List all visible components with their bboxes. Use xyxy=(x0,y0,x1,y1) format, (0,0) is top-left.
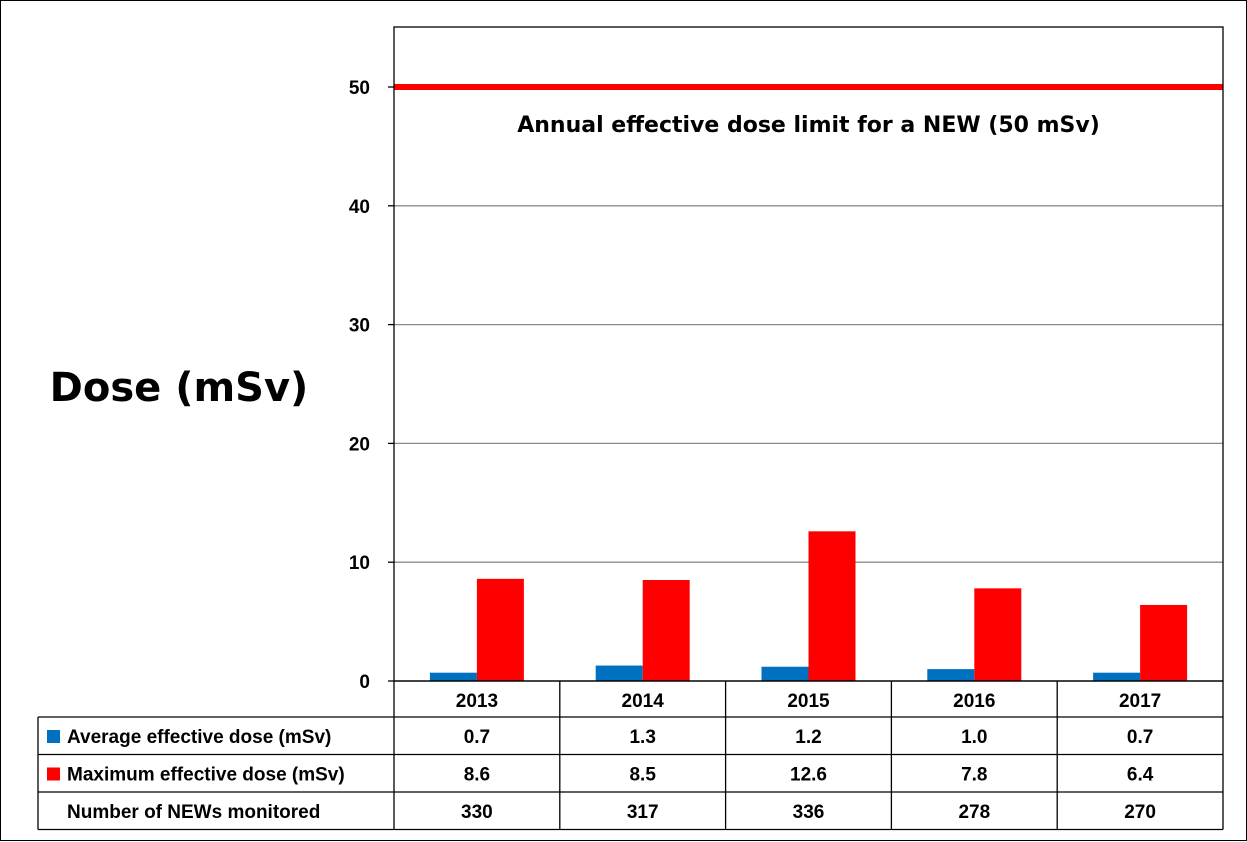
table-cell-value: 8.5 xyxy=(629,765,656,786)
table-cell-value: 278 xyxy=(958,802,990,823)
bar-maximum-dose xyxy=(974,588,1022,681)
bar-average-dose xyxy=(761,666,809,681)
table-cell-value: 12.6 xyxy=(790,765,827,786)
table-cell-value: 1.0 xyxy=(961,727,987,748)
reference-line-group: Annual effective dose limit for a NEW (5… xyxy=(394,84,1223,138)
y-tick-label: 50 xyxy=(349,78,370,99)
table-cell-value: 1.3 xyxy=(629,727,655,748)
table-row-label: Average effective dose (mSv) xyxy=(67,727,331,748)
bar-average-dose xyxy=(595,665,643,681)
bar-average-dose xyxy=(429,672,477,681)
table-cell-value: 317 xyxy=(627,802,659,823)
y-tick-label: 30 xyxy=(349,316,370,337)
table-cell-value: 6.4 xyxy=(1127,765,1154,786)
x-category-label: 2015 xyxy=(787,691,830,712)
legend-key-average-dose xyxy=(47,730,60,743)
table-row-label: Maximum effective dose (mSv) xyxy=(67,765,345,786)
bar-maximum-dose xyxy=(642,580,690,681)
table-cell-value: 270 xyxy=(1124,802,1156,823)
table-cell-value: 8.6 xyxy=(464,765,490,786)
x-category-label: 2014 xyxy=(622,691,665,712)
x-category-label: 2016 xyxy=(953,691,995,712)
table-cell-value: 7.8 xyxy=(961,765,987,786)
y-tick-label: 0 xyxy=(359,672,370,693)
bar-maximum-dose xyxy=(808,531,856,681)
table-cell-value: 330 xyxy=(461,802,493,823)
axes: 0 10 20 30 40 50 xyxy=(349,26,1224,693)
x-category-label: 2017 xyxy=(1119,691,1161,712)
dose-limit-label: Annual effective dose limit for a NEW (5… xyxy=(517,113,1100,138)
gridlines xyxy=(394,86,1223,563)
bar-average-dose xyxy=(1093,672,1141,681)
legend-key-maximum-dose xyxy=(47,767,60,781)
table-cell-value: 0.7 xyxy=(464,727,490,748)
table-cell-value: 336 xyxy=(793,802,825,823)
data-table: 2013 2014 2015 2016 2017 Average effective do… xyxy=(37,680,1224,831)
y-axis-label: Dose (mSv) xyxy=(50,365,309,411)
bar-maximum-dose xyxy=(1140,604,1188,681)
table-row-label: Number of NEWs monitored xyxy=(67,802,320,823)
bar-average-dose xyxy=(927,669,975,681)
bars xyxy=(429,531,1188,681)
table-cell-value: 1.2 xyxy=(795,727,821,748)
bar-maximum-dose xyxy=(476,578,524,681)
x-category-label: 2013 xyxy=(456,691,498,712)
table-cell-value: 0.7 xyxy=(1127,727,1153,748)
y-tick-label: 10 xyxy=(349,553,370,574)
y-tick-label: 20 xyxy=(349,434,370,455)
y-tick-label: 40 xyxy=(349,197,370,218)
